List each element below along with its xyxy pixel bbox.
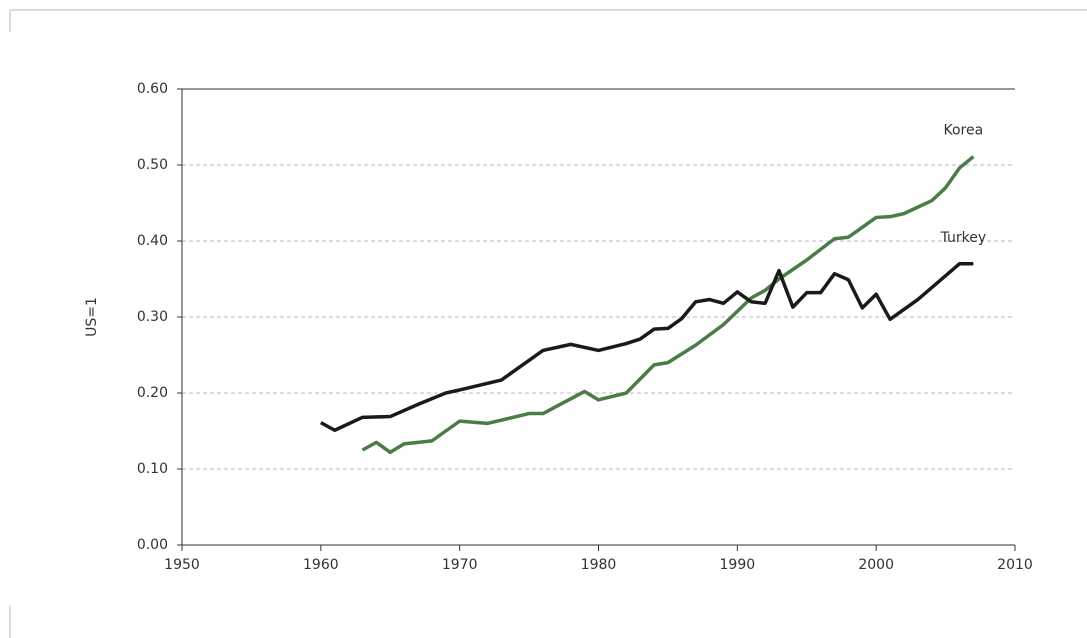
y-tick-label: 0.40 — [137, 233, 168, 249]
y-axis-label: US=1 — [84, 297, 100, 337]
x-tick-label: 1960 — [303, 557, 339, 573]
line-0 — [361, 155, 975, 455]
line-1 — [319, 262, 974, 432]
x-tick-label: 2000 — [858, 557, 894, 573]
y-tick-label: 0.00 — [137, 537, 168, 553]
y-tick-label: 0.20 — [137, 385, 168, 401]
series-label: Korea — [943, 123, 983, 139]
y-tick-label: 0.30 — [137, 309, 168, 325]
x-tick-label: 1980 — [581, 557, 617, 573]
y-tick-label: 0.50 — [137, 157, 168, 173]
x-tick-label: 1970 — [442, 557, 478, 573]
y-tick-label: 0.60 — [137, 81, 168, 97]
x-tick-label: 2010 — [997, 557, 1033, 573]
x-tick-label: 1950 — [164, 557, 200, 573]
y-tick-label: 0.10 — [137, 461, 168, 477]
series-label: Turkey — [940, 230, 987, 246]
x-tick-label: 1990 — [720, 557, 756, 573]
